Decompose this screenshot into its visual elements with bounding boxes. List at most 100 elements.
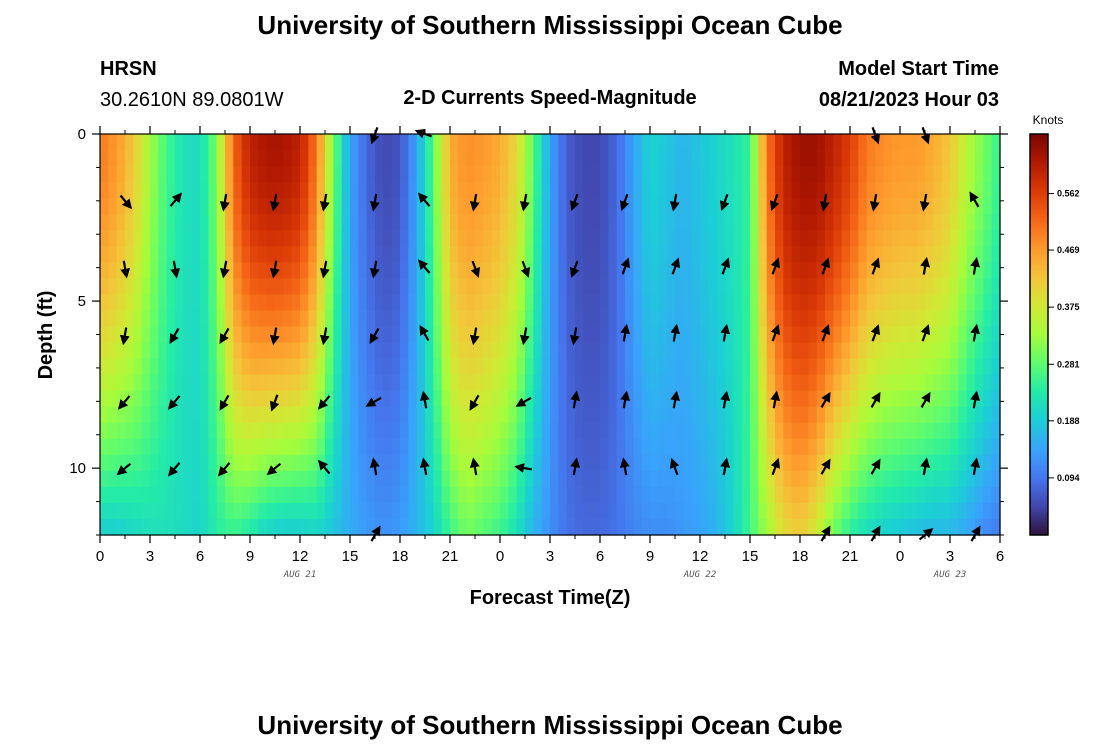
heatmap-cell	[558, 278, 568, 295]
heatmap-cell	[225, 326, 234, 344]
heatmap-cell	[625, 438, 634, 456]
heatmap-cell	[183, 422, 193, 440]
heatmap-cell	[383, 214, 393, 231]
heatmap-cell	[766, 406, 776, 424]
heatmap-cell	[750, 166, 759, 183]
heatmap-cell	[841, 150, 851, 167]
heatmap-cell	[350, 310, 359, 328]
heatmap-cell	[975, 438, 984, 456]
heatmap-cell	[191, 374, 201, 392]
heatmap-cell	[216, 230, 226, 247]
heatmap-cell	[550, 326, 559, 344]
heatmap-cell	[741, 182, 751, 199]
heatmap-cell	[858, 358, 868, 376]
heatmap-cell	[441, 438, 451, 456]
heatmap-cell	[583, 390, 593, 408]
heatmap-cell	[975, 502, 984, 520]
heatmap-cell	[908, 374, 918, 392]
heatmap-cell	[741, 310, 751, 328]
heatmap-cell	[516, 502, 526, 520]
heatmap-cell	[500, 390, 509, 408]
heatmap-cell	[791, 310, 801, 328]
heatmap-cell	[800, 310, 809, 328]
heatmap-cell	[708, 150, 718, 167]
heatmap-cell	[366, 310, 376, 328]
heatmap-cell	[300, 422, 309, 440]
heatmap-cell	[616, 374, 626, 392]
heatmap-cell	[308, 358, 318, 376]
heatmap-cell	[700, 342, 709, 360]
heatmap-cell	[841, 182, 851, 199]
heatmap-cell	[108, 230, 118, 247]
heatmap-cell	[408, 454, 418, 472]
heatmap-cell	[275, 198, 284, 215]
heatmap-cell	[300, 502, 309, 520]
heatmap-cell	[325, 374, 334, 392]
heatmap-cell	[116, 278, 126, 295]
heatmap-cell	[208, 390, 218, 408]
heatmap-cell	[533, 326, 543, 344]
heatmap-cell	[366, 374, 376, 392]
heatmap-cell	[958, 486, 968, 504]
heatmap-cell	[241, 486, 251, 504]
heatmap-cell	[208, 342, 218, 360]
heatmap-cell	[341, 230, 351, 247]
heatmap-cell	[675, 518, 684, 536]
heatmap-cell	[350, 518, 359, 536]
heatmap-cell	[783, 374, 793, 392]
heatmap-cell	[691, 326, 701, 344]
heatmap-cell	[308, 422, 318, 440]
heatmap-cell	[108, 262, 118, 279]
current-vector-arrow	[870, 391, 881, 408]
current-vector-arrow	[620, 323, 631, 342]
heatmap-cell	[366, 470, 376, 488]
heatmap-cell	[358, 134, 368, 151]
heatmap-cell	[291, 246, 301, 263]
heatmap-cell	[958, 230, 968, 247]
heatmap-cell	[783, 454, 793, 472]
heatmap-cell	[533, 198, 543, 215]
heatmap-cell	[941, 230, 951, 247]
heatmap-cell	[441, 518, 451, 536]
heatmap-cell	[650, 246, 659, 263]
heatmap-cell	[633, 246, 643, 263]
heatmap-cell	[558, 198, 568, 215]
heatmap-cell	[241, 438, 251, 456]
heatmap-cell	[291, 358, 301, 376]
heatmap-cell	[908, 262, 918, 279]
x-tick-label: 3	[546, 548, 554, 565]
heatmap-cell	[983, 182, 993, 199]
heatmap-cell	[650, 502, 659, 520]
heatmap-cell	[525, 470, 534, 488]
heatmap-cell	[866, 486, 876, 504]
heatmap-cell	[200, 422, 209, 440]
heatmap-cell	[450, 454, 459, 472]
heatmap-cell	[650, 150, 659, 167]
heatmap-cell	[183, 230, 193, 247]
heatmap-cell	[341, 326, 351, 344]
heatmap-cell	[950, 518, 959, 536]
heatmap-cell	[766, 310, 776, 328]
heatmap-cell	[125, 230, 134, 247]
heatmap-cell	[483, 262, 493, 279]
current-vector-arrow	[469, 394, 480, 411]
heatmap-cell	[191, 182, 201, 199]
heatmap-cell	[941, 486, 951, 504]
heatmap-cell	[500, 438, 509, 456]
heatmap-cell	[533, 390, 543, 408]
heatmap-cell	[891, 470, 901, 488]
heatmap-cell	[966, 374, 976, 392]
heatmap-cell	[400, 390, 409, 408]
heatmap-cell	[900, 294, 909, 312]
heatmap-cell	[475, 182, 484, 199]
heatmap-cell	[641, 150, 651, 167]
heatmap-cell	[633, 182, 643, 199]
colorbar-tick-label: 0.562	[1057, 189, 1080, 199]
heatmap-cell	[200, 278, 209, 295]
heatmap-cell	[150, 470, 159, 488]
heatmap-cell	[391, 198, 401, 215]
heatmap-cell	[566, 278, 576, 295]
heatmap-cell	[733, 214, 743, 231]
heatmap-cell	[933, 438, 943, 456]
model-start-label: Model Start Time	[838, 58, 999, 80]
